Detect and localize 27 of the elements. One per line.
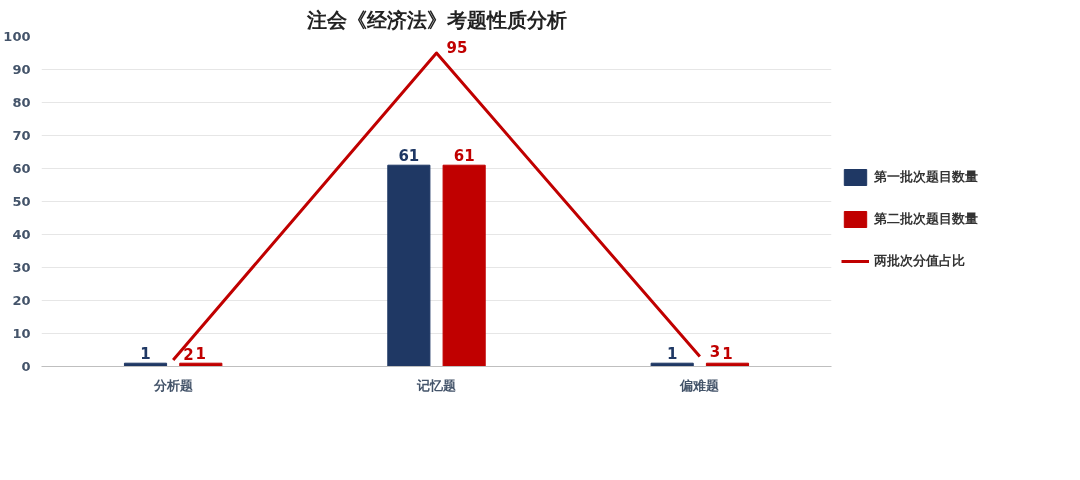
y-tick-label: 10: [12, 326, 31, 341]
legend-label: 两批次分值占比: [874, 252, 965, 270]
data-label: 61: [398, 147, 420, 166]
x-tick-label: 偏难题: [679, 377, 720, 393]
y-tick-label: 70: [12, 128, 31, 143]
data-label: 1: [140, 345, 151, 364]
y-tick-label: 20: [12, 293, 31, 308]
data-label: 61: [453, 147, 475, 166]
y-tick-label: 30: [12, 260, 31, 275]
data-label: 1: [722, 345, 733, 364]
y-tick-label: 40: [12, 227, 31, 242]
legend-label: 第二批次题目数量: [874, 210, 978, 228]
y-tick-label: 50: [12, 194, 31, 209]
x-tick-label: 记忆题: [416, 377, 456, 393]
legend-label: 第一批次题目数量: [874, 168, 978, 186]
data-label: 1: [195, 345, 207, 364]
data-label: 1: [666, 345, 678, 364]
y-tick-label: 0: [21, 359, 31, 374]
y-tick-label: 80: [12, 95, 31, 110]
y-tick-label: 90: [12, 62, 31, 77]
data-label: 2: [183, 345, 194, 364]
y-tick-label: 60: [12, 161, 31, 176]
data-label: 3: [709, 342, 721, 361]
chart-title: 注会《经济法》考题性质分析: [305, 7, 567, 32]
y-tick-label: 100: [3, 29, 31, 44]
x-tick-label: 分析题: [152, 377, 193, 393]
data-label: 95: [446, 39, 468, 57]
